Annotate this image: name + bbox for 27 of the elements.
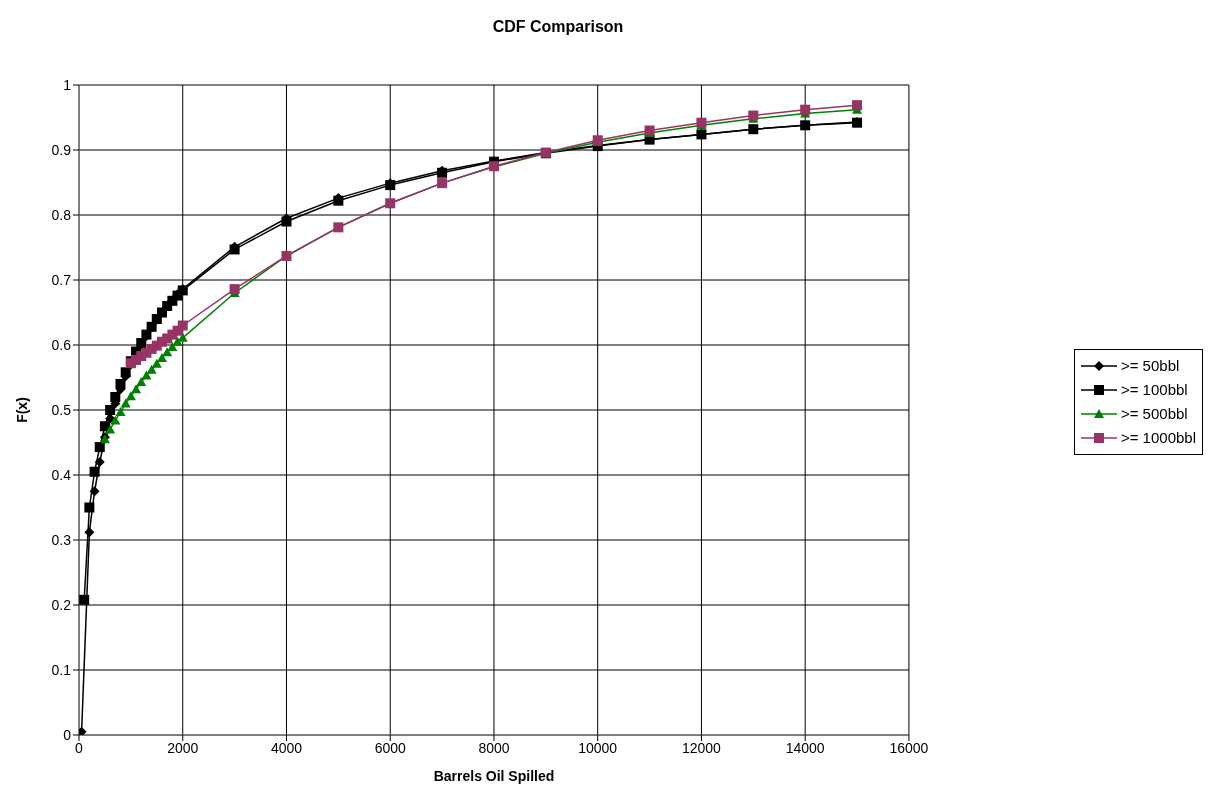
- x-tick-label: 12000: [681, 739, 722, 756]
- x-axis-title: Barrels Oil Spilled: [433, 768, 555, 784]
- y-tick-label: 0.5: [51, 401, 72, 418]
- y-tick-label: 0: [63, 726, 72, 743]
- legend-label: >= 100bbl: [1120, 379, 1188, 400]
- y-tick-label: 0.7: [51, 271, 72, 288]
- chart-title: CDF Comparison: [491, 18, 625, 36]
- y-tick-label: 0.8: [51, 206, 72, 223]
- y-tick-label: 0.1: [51, 661, 72, 678]
- y-axis-title: F(x): [13, 397, 30, 423]
- x-tick-label: 0: [75, 739, 84, 756]
- y-tick-label: 0.2: [51, 596, 72, 613]
- x-tick-label: 14000: [785, 739, 825, 756]
- y-tick-label: 1: [63, 76, 72, 93]
- x-tick-label: 10000: [578, 739, 618, 756]
- y-tick-label: 0.3: [51, 531, 72, 548]
- legend-label: >= 50bbl: [1120, 355, 1180, 376]
- y-tick-label: 0.6: [51, 336, 72, 353]
- x-tick-label: 16000: [889, 739, 929, 756]
- legend-label: >= 1000bbl: [1120, 427, 1196, 448]
- x-tick-label: 2000: [167, 739, 199, 756]
- y-tick-label: 0.4: [51, 466, 72, 483]
- y-tick-label: 0.9: [51, 141, 72, 158]
- x-tick-label: 4000: [270, 739, 303, 756]
- legend-label: >= 500bbl: [1120, 403, 1188, 424]
- x-tick-label: 6000: [374, 739, 406, 756]
- x-tick-label: 8000: [478, 739, 510, 756]
